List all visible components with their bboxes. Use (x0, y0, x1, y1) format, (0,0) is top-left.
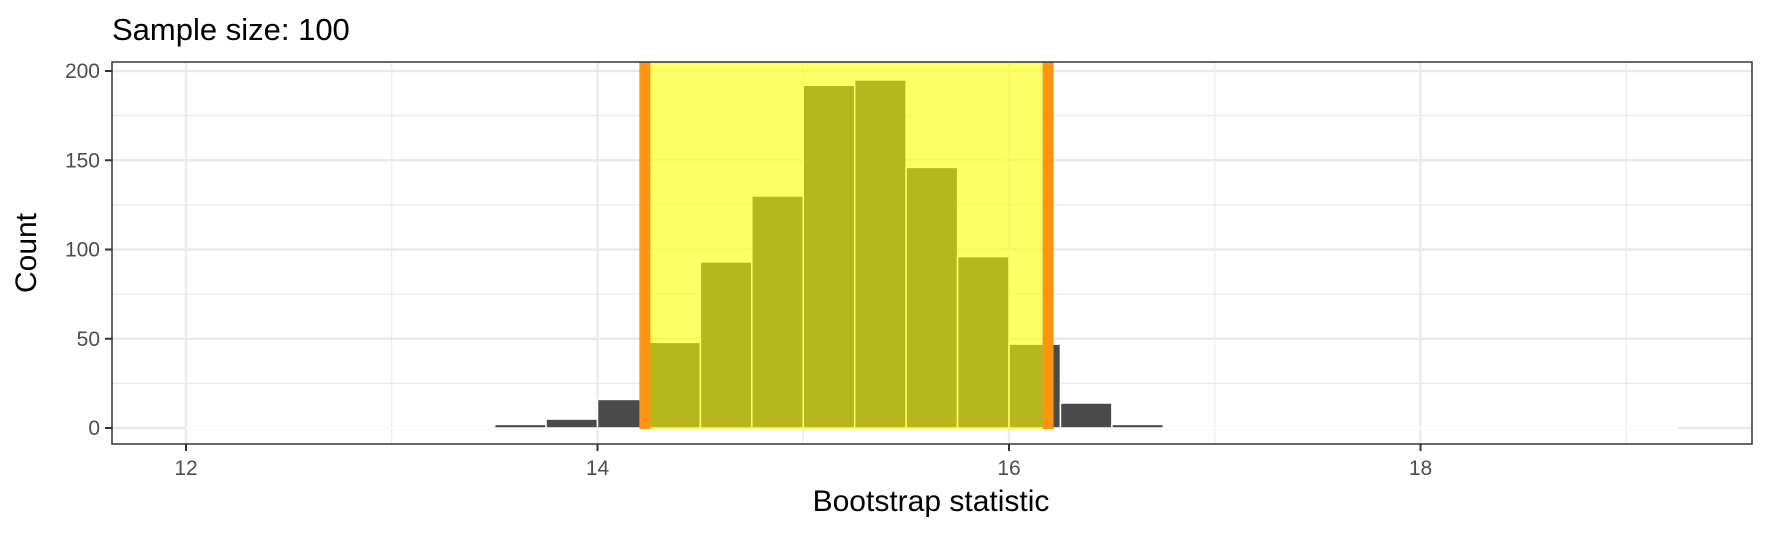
x-tick-label: 16 (997, 457, 1020, 480)
y-axis: 0 50 100 150 200 (65, 60, 112, 440)
y-tick-label: 200 (65, 60, 100, 83)
y-tick-label: 150 (65, 149, 100, 172)
histogram-bar (1111, 423, 1165, 429)
y-axis-title: Count (10, 212, 43, 293)
x-axis: 12 14 16 18 (174, 444, 1432, 480)
panel-border (111, 61, 1753, 445)
x-tick-label: 14 (586, 457, 610, 480)
confidence-interval-shade (644, 62, 1049, 429)
y-tick-label: 0 (88, 417, 100, 440)
x-axis-title: Bootstrap statistic (813, 485, 1050, 518)
histogram-bar (1059, 402, 1113, 429)
y-tick-label: 50 (77, 328, 100, 351)
histogram-bar (493, 423, 547, 429)
x-tick-label: 12 (174, 457, 197, 480)
x-tick-label: 18 (1409, 457, 1432, 480)
plot-panel (111, 61, 1753, 445)
histogram-bar (545, 418, 599, 429)
chart-title: Sample size: 100 (112, 12, 350, 47)
y-tick-label: 100 (65, 239, 100, 262)
